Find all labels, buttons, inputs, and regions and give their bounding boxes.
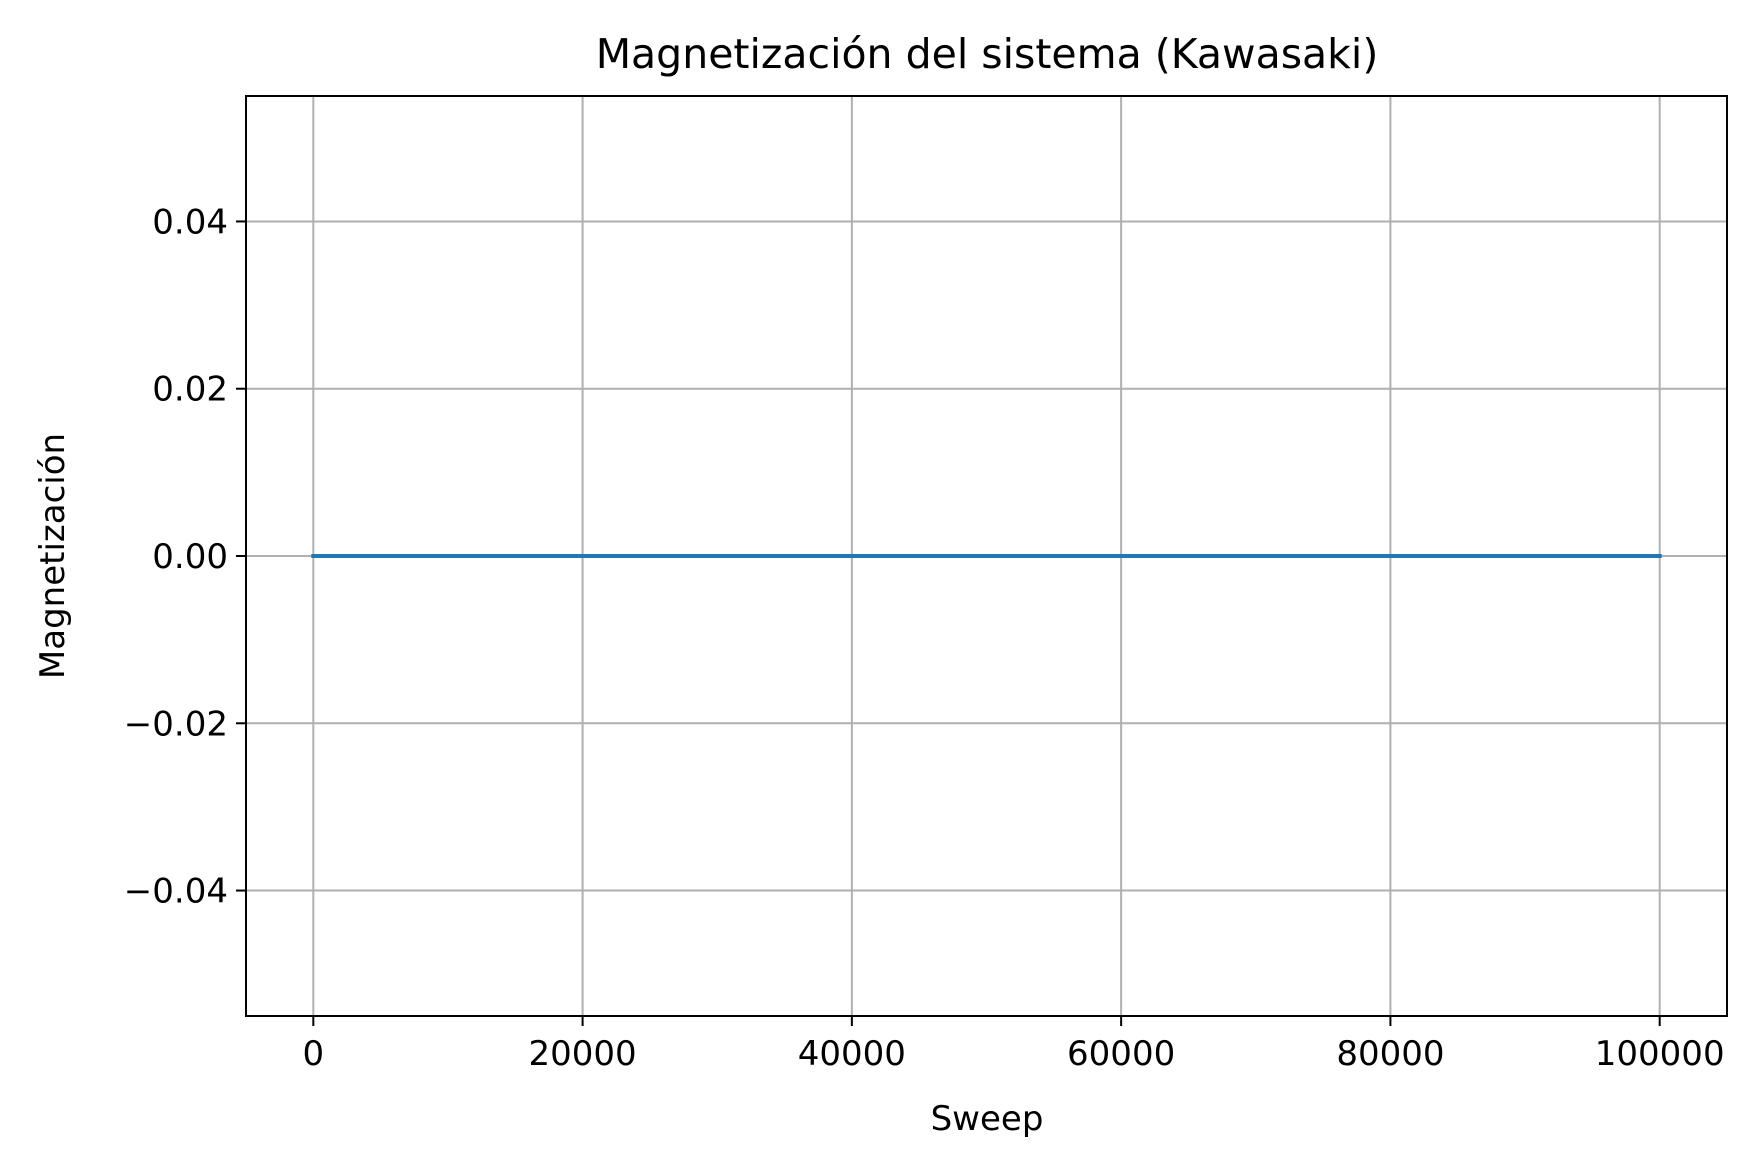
x-tick-label: 40000 [798,1034,906,1074]
y-tick-label: −0.02 [124,704,228,744]
x-tick-label: 0 [302,1034,324,1074]
y-tick-label: 0.04 [152,202,228,242]
y-axis-label: Magnetización [33,433,73,679]
x-tick-label: 80000 [1336,1034,1444,1074]
y-tick-label: 0.02 [152,370,228,410]
x-axis-label: Sweep [931,1099,1044,1139]
x-tick-label: 60000 [1067,1034,1175,1074]
chart-title: Magnetización del sistema (Kawasaki) [596,30,1379,78]
x-tick-label: 20000 [529,1034,637,1074]
x-axis-ticks: 0 20000 40000 60000 80000 100000 [302,1016,1725,1074]
y-tick-label: −0.04 [124,872,228,912]
y-axis-ticks: −0.04 −0.02 0.00 0.02 0.04 [124,202,246,912]
y-tick-label: 0.00 [152,537,228,577]
x-tick-label: 100000 [1595,1034,1725,1074]
